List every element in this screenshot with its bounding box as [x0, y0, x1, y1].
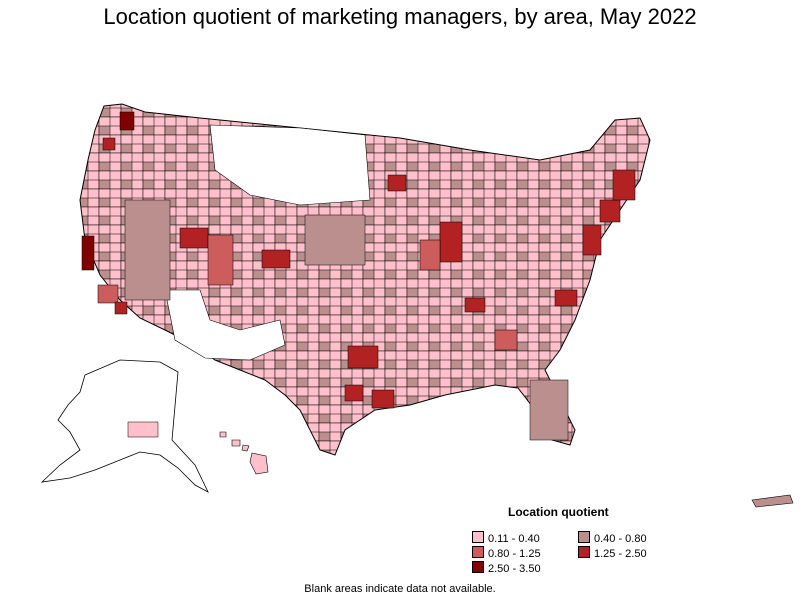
legend-label: 0.80 - 1.25 [488, 548, 541, 560]
legend-item-1-25-2-50: 1.25 - 2.50 [578, 546, 647, 560]
nevada-area [124, 199, 171, 301]
connecticut-area [599, 199, 621, 223]
dallas-area [347, 345, 379, 369]
no-data-northern-plains [209, 124, 371, 206]
legend-label: 2.50 - 3.50 [488, 563, 541, 575]
puerto-rico [751, 494, 794, 508]
seattle-area [119, 111, 135, 131]
contiguous-us [79, 103, 651, 456]
denver-area [261, 249, 291, 269]
minneapolis-area [387, 174, 407, 192]
florida-area [529, 379, 569, 441]
legend-swatch [472, 531, 484, 543]
hawaii [219, 431, 269, 475]
legend-label: 0.40 - 0.80 [594, 533, 647, 545]
raleigh-area [554, 289, 578, 307]
new-york-area [582, 224, 602, 256]
legend-label: 0.11 - 0.40 [488, 533, 540, 545]
atlanta-area [494, 329, 518, 351]
utah-south-area [207, 234, 234, 286]
legend-swatch [578, 531, 590, 543]
legend-swatch [472, 546, 484, 558]
footnote: Blank areas indicate data not available. [304, 583, 496, 595]
austin-area [344, 384, 364, 402]
chicago-area [439, 221, 463, 263]
legend-label: 1.25 - 2.50 [594, 548, 647, 560]
legend-item-0-40-0-80: 0.40 - 0.80 [578, 531, 647, 545]
legend-title: Location quotient [508, 505, 609, 519]
map-title: Location quotient of marketing managers,… [103, 4, 697, 29]
nebraska-area [304, 214, 366, 266]
legend-swatch [578, 546, 590, 558]
highlighted-areas [81, 111, 636, 441]
houston-area [371, 389, 395, 409]
alaska [40, 359, 209, 493]
san-diego-area [114, 301, 128, 315]
nashville-area [464, 297, 486, 313]
san-francisco-area [81, 235, 95, 271]
salt-lake-area [179, 227, 209, 249]
portland-area [102, 137, 116, 151]
legend-item-2-50-3-50: 2.50 - 3.50 [472, 561, 541, 575]
los-angeles-area [97, 284, 119, 304]
legend-item-0-11-0-40: 0.11 - 0.40 [472, 531, 540, 545]
alaska-area [127, 421, 159, 438]
no-data-southwest [164, 289, 286, 361]
legend-swatch [472, 561, 484, 573]
illinois-area [419, 239, 441, 271]
legend-item-0-80-1-25: 0.80 - 1.25 [472, 546, 541, 560]
boston-area [612, 169, 636, 201]
